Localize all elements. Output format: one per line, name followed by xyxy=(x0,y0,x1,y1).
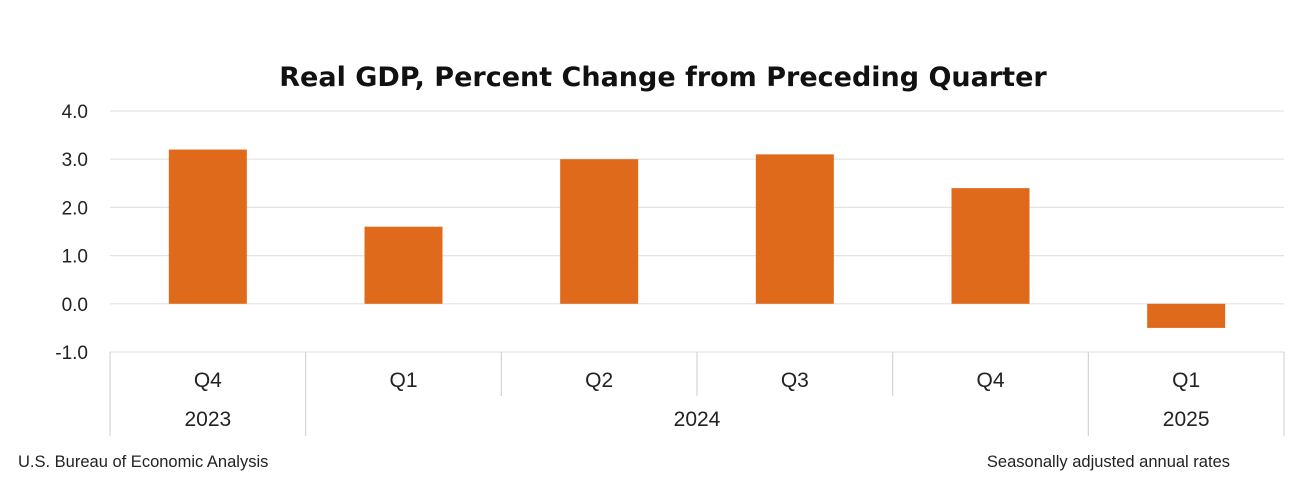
y-tick-label: 3.0 xyxy=(62,150,88,171)
x-tick-label: Q4 xyxy=(194,369,222,392)
x-axis: Q4 Q1 Q2 Q3 Q4 Q1 2023 2024 2025 xyxy=(109,352,1285,436)
bar xyxy=(560,159,639,304)
year-label: 2024 xyxy=(674,408,721,431)
x-tick-label: Q1 xyxy=(1172,369,1200,392)
year-label: 2023 xyxy=(184,408,231,431)
year-label: 2025 xyxy=(1163,408,1210,431)
bar xyxy=(951,188,1030,304)
bar xyxy=(168,149,247,304)
x-tick-label: Q1 xyxy=(389,369,417,392)
y-axis: 4.0 3.0 2.0 1.0 0.0 -1.0 xyxy=(55,102,88,364)
x-tick-label: Q3 xyxy=(781,369,809,392)
source-note: U.S. Bureau of Economic Analysis xyxy=(18,453,268,471)
chart-title: Real GDP, Percent Change from Preceding … xyxy=(279,62,1047,93)
y-tick-label: 2.0 xyxy=(62,198,88,219)
y-tick-label: 4.0 xyxy=(62,102,88,123)
rate-note: Seasonally adjusted annual rates xyxy=(987,453,1230,471)
x-tick-label: Q4 xyxy=(976,369,1004,392)
y-tick-label: 1.0 xyxy=(62,247,88,268)
bars xyxy=(168,149,1226,328)
y-tick-label: 0.0 xyxy=(62,295,88,316)
gridlines xyxy=(110,110,1284,353)
bar xyxy=(755,154,834,304)
bar xyxy=(1147,303,1226,328)
bar xyxy=(364,226,443,304)
y-tick-label: -1.0 xyxy=(55,343,88,364)
x-tick-label: Q2 xyxy=(585,369,613,392)
